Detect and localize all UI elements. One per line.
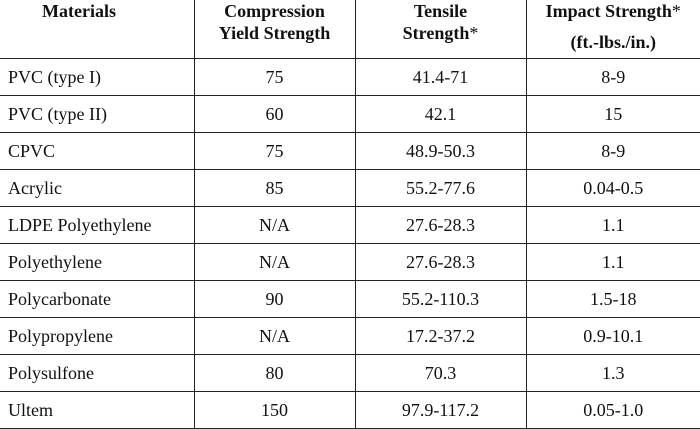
- header-compression-yield-strength: Compression Yield Strength: [194, 0, 355, 58]
- table-row: LDPE Polyethylene N/A 27.6-28.3 1.1: [0, 206, 700, 243]
- cell-material: Polysulfone: [0, 354, 194, 391]
- header-impact-line1: Impact Strength: [546, 1, 672, 21]
- header-tensile-line2: Strength: [403, 23, 470, 43]
- header-tensile-asterisk: *: [469, 23, 478, 43]
- cell-impact: 0.04-0.5: [526, 169, 700, 206]
- table-row: Polyethylene N/A 27.6-28.3 1.1: [0, 243, 700, 280]
- cell-material: Polycarbonate: [0, 280, 194, 317]
- cell-compression: N/A: [194, 206, 355, 243]
- cell-material: LDPE Polyethylene: [0, 206, 194, 243]
- table-body: PVC (type I) 75 41.4-71 8-9 PVC (type II…: [0, 58, 700, 428]
- header-impact-strength: Impact Strength* (ft.-lbs./in.): [526, 0, 700, 58]
- table-row: Polysulfone 80 70.3 1.3: [0, 354, 700, 391]
- header-compression-line1: Compression: [224, 1, 325, 21]
- cell-compression: N/A: [194, 243, 355, 280]
- cell-compression: 85: [194, 169, 355, 206]
- table-header-row: Materials Compression Yield Strength Ten…: [0, 0, 700, 58]
- cell-material: PVC (type II): [0, 95, 194, 132]
- cell-tensile: 41.4-71: [355, 58, 526, 95]
- cell-tensile: 70.3: [355, 354, 526, 391]
- cell-material: PVC (type I): [0, 58, 194, 95]
- cell-tensile: 97.9-117.2: [355, 391, 526, 428]
- cell-impact: 0.05-1.0: [526, 391, 700, 428]
- cell-tensile: 27.6-28.3: [355, 243, 526, 280]
- cell-material: Acrylic: [0, 169, 194, 206]
- cell-material: Polypropylene: [0, 317, 194, 354]
- cell-impact: 8-9: [526, 58, 700, 95]
- table-row: PVC (type I) 75 41.4-71 8-9: [0, 58, 700, 95]
- table-row: CPVC 75 48.9-50.3 8-9: [0, 132, 700, 169]
- cell-material: Ultem: [0, 391, 194, 428]
- cell-tensile: 55.2-110.3: [355, 280, 526, 317]
- header-compression-line2: Yield Strength: [219, 23, 331, 43]
- cell-compression: 75: [194, 58, 355, 95]
- cell-compression: 60: [194, 95, 355, 132]
- table-row: Ultem 150 97.9-117.2 0.05-1.0: [0, 391, 700, 428]
- header-impact-asterisk: *: [672, 1, 681, 21]
- cell-impact: 15: [526, 95, 700, 132]
- header-tensile-strength: Tensile Strength*: [355, 0, 526, 58]
- cell-compression: 150: [194, 391, 355, 428]
- header-materials: Materials: [0, 0, 194, 58]
- cell-compression: 90: [194, 280, 355, 317]
- cell-impact: 1.1: [526, 243, 700, 280]
- cell-impact: 1.3: [526, 354, 700, 391]
- header-tensile-line1: Tensile: [414, 1, 467, 21]
- cell-impact: 1.5-18: [526, 280, 700, 317]
- cell-compression: 75: [194, 132, 355, 169]
- table-row: PVC (type II) 60 42.1 15: [0, 95, 700, 132]
- cell-tensile: 55.2-77.6: [355, 169, 526, 206]
- header-impact-unit: (ft.-lbs./in.): [527, 31, 700, 53]
- cell-tensile: 42.1: [355, 95, 526, 132]
- cell-tensile: 48.9-50.3: [355, 132, 526, 169]
- cell-compression: N/A: [194, 317, 355, 354]
- cell-tensile: 17.2-37.2: [355, 317, 526, 354]
- table-row: Polypropylene N/A 17.2-37.2 0.9-10.1: [0, 317, 700, 354]
- cell-tensile: 27.6-28.3: [355, 206, 526, 243]
- cell-compression: 80: [194, 354, 355, 391]
- cell-material: Polyethylene: [0, 243, 194, 280]
- header-materials-label: Materials: [42, 1, 116, 21]
- table-row: Polycarbonate 90 55.2-110.3 1.5-18: [0, 280, 700, 317]
- cell-impact: 0.9-10.1: [526, 317, 700, 354]
- cell-impact: 1.1: [526, 206, 700, 243]
- cell-impact: 8-9: [526, 132, 700, 169]
- cell-material: CPVC: [0, 132, 194, 169]
- table-row: Acrylic 85 55.2-77.6 0.04-0.5: [0, 169, 700, 206]
